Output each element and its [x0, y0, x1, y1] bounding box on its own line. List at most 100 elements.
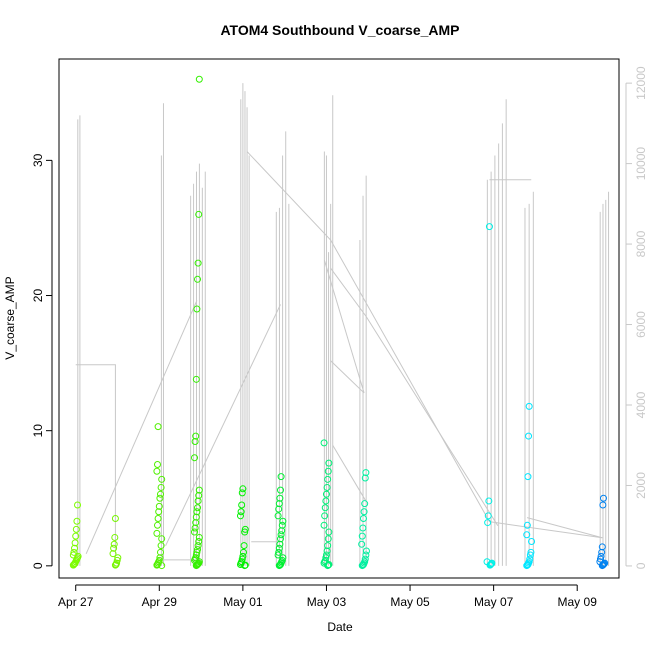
data-point [110, 544, 118, 552]
data-point [241, 525, 249, 533]
x-tick-label: Apr 27 [58, 595, 94, 609]
data-point [277, 531, 285, 539]
data-point [597, 552, 605, 560]
data-point [236, 512, 244, 520]
data-point [525, 558, 533, 566]
data-point [361, 555, 369, 563]
data-point [195, 533, 203, 541]
connector-line [75, 364, 116, 554]
data-point [324, 467, 332, 475]
data-points [69, 75, 609, 570]
y2-tick-label: 2000 [634, 472, 648, 499]
data-point [278, 521, 286, 529]
data-point [239, 548, 247, 556]
data-point [194, 542, 202, 550]
connector-line [323, 260, 365, 394]
data-point [153, 529, 161, 537]
data-point [323, 483, 331, 491]
connector-lines [75, 151, 603, 561]
data-point [276, 540, 284, 548]
data-point [527, 548, 535, 556]
x-axis-label: Date [327, 620, 353, 634]
data-point [361, 558, 369, 566]
y2-tick-label: 0 [634, 562, 648, 569]
data-point [276, 535, 284, 543]
connector-line [85, 300, 198, 555]
data-point [483, 558, 491, 566]
y-tick-label: 10 [31, 424, 45, 438]
data-point [193, 305, 201, 313]
data-point [156, 490, 164, 498]
data-point [360, 508, 368, 516]
data-point [153, 521, 161, 529]
data-point [111, 533, 119, 541]
data-point [111, 515, 119, 523]
data-point [358, 532, 366, 540]
data-point [191, 528, 199, 536]
data-point [276, 494, 284, 502]
y2-tick-label: 4000 [634, 391, 648, 418]
data-point [322, 551, 330, 559]
data-point [155, 508, 163, 516]
data-point [156, 554, 164, 562]
data-point [324, 535, 332, 543]
data-point [240, 542, 248, 550]
data-point [239, 485, 247, 493]
data-point [194, 546, 202, 554]
data-point [71, 539, 79, 547]
data-point [74, 501, 82, 509]
data-point [275, 544, 283, 552]
data-point [275, 505, 283, 513]
y2-tick-label: 6000 [634, 311, 648, 338]
data-point [526, 555, 534, 563]
data-point [598, 548, 606, 556]
data-point [596, 555, 604, 563]
data-point [274, 551, 282, 559]
data-point [192, 432, 200, 440]
data-point [195, 210, 203, 218]
data-point [191, 454, 199, 462]
data-point [194, 497, 202, 505]
data-point [275, 548, 283, 556]
data-point [154, 515, 162, 523]
data-point [71, 544, 79, 552]
data-point [523, 531, 531, 539]
connector-line [526, 517, 603, 539]
x-tick-label: May 09 [558, 595, 598, 609]
data-point [195, 492, 203, 500]
data-point [194, 259, 202, 267]
data-point [73, 517, 81, 525]
data-point [361, 474, 369, 482]
data-point [157, 542, 165, 550]
data-point [321, 504, 329, 512]
x-tick-label: May 05 [390, 595, 430, 609]
data-point [484, 512, 492, 520]
data-point [487, 560, 495, 568]
data-point [191, 524, 199, 532]
data-point [113, 556, 121, 564]
x-tick-label: May 03 [307, 595, 347, 609]
data-point [598, 543, 606, 551]
data-point [275, 500, 283, 508]
data-point [238, 489, 246, 497]
data-point [156, 494, 164, 502]
data-point [194, 275, 202, 283]
data-point [526, 551, 534, 559]
data-point [157, 483, 165, 491]
data-point [484, 519, 492, 527]
data-point [525, 432, 533, 440]
data-point [156, 548, 164, 556]
data-point [158, 475, 166, 483]
plot-frame [58, 58, 620, 579]
y-axis-label: V_coarse_AMP [3, 276, 17, 359]
data-point [72, 525, 80, 533]
data-point [239, 552, 247, 560]
data-point [320, 439, 328, 447]
data-point [359, 515, 367, 523]
data-point [274, 512, 282, 520]
data-point [193, 508, 201, 516]
data-point [322, 490, 330, 498]
data-point [320, 521, 328, 529]
data-point [195, 538, 203, 546]
data-point [600, 560, 608, 568]
